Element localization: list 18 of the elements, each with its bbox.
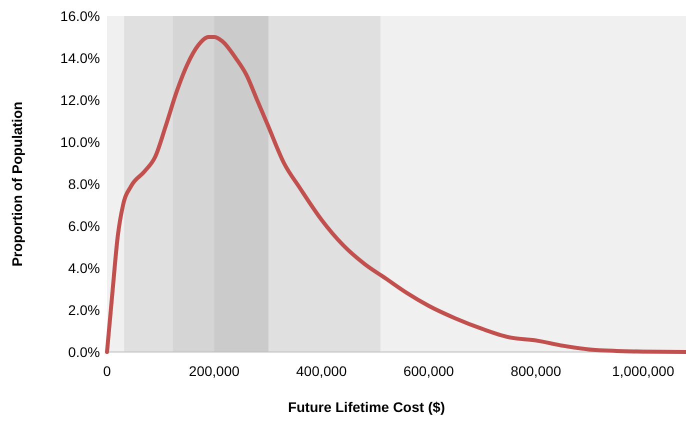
y-tick-label: 2.0% (68, 302, 100, 318)
y-tick-label: 8.0% (68, 176, 100, 192)
y-tick-label: 14.0% (60, 50, 100, 66)
x-tick-label: 400,000 (296, 363, 347, 379)
x-tick-label: 600,000 (403, 363, 454, 379)
y-tick-label: 12.0% (60, 92, 100, 108)
y-tick-label: 16.0% (60, 8, 100, 24)
x-tick-label: 200,000 (188, 363, 240, 379)
y-tick-label: 6.0% (68, 218, 100, 234)
line-series (105, 35, 686, 354)
y-axis-title: Proportion of Population (9, 102, 25, 266)
y-tick-label: 10.0% (60, 134, 100, 150)
x-tick-label: 0 (103, 363, 112, 379)
y-tick-label: 4.0% (68, 260, 100, 276)
x-tick-label: 1,000,000 (612, 363, 674, 379)
x-axis-title: Future Lifetime Cost ($) (288, 399, 446, 415)
x-tick-label: 800,000 (510, 363, 562, 379)
y-tick-label: 0.0% (68, 344, 100, 360)
